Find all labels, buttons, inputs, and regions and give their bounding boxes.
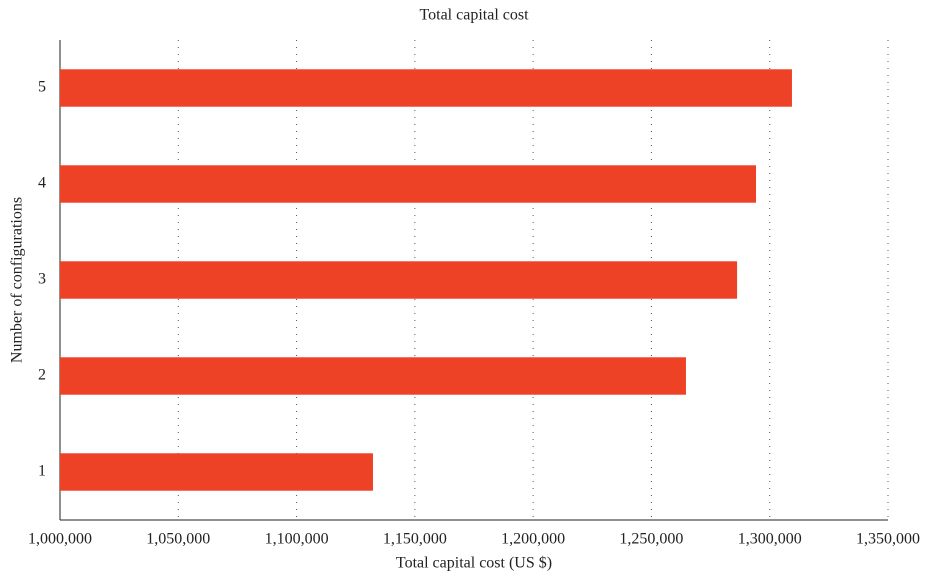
chart-title: Total capital cost [419, 7, 529, 24]
bar [60, 357, 686, 395]
x-tick-label: 1,350,000 [856, 531, 920, 548]
y-tick-label: 5 [38, 79, 46, 96]
x-tick-label: 1,200,000 [501, 531, 565, 548]
y-axis-label: Number of configurations [9, 197, 26, 363]
y-tick-label: 3 [38, 271, 46, 288]
bar [60, 165, 756, 203]
x-axis-label: Total capital cost (US $) [396, 555, 552, 572]
x-tick-label: 1,050,000 [146, 531, 210, 548]
bar [60, 69, 792, 107]
y-tick-label: 1 [38, 463, 46, 480]
y-tick-label: 2 [38, 367, 46, 384]
y-tick-label: 4 [38, 175, 46, 192]
x-tick-label: 1,150,000 [383, 531, 447, 548]
x-tick-label: 1,250,000 [619, 531, 683, 548]
bar [60, 453, 373, 491]
bar [60, 261, 738, 299]
x-tick-label: 1,100,000 [265, 531, 329, 548]
x-tick-label: 1,000,000 [28, 531, 92, 548]
x-tick-label: 1,300,000 [738, 531, 802, 548]
